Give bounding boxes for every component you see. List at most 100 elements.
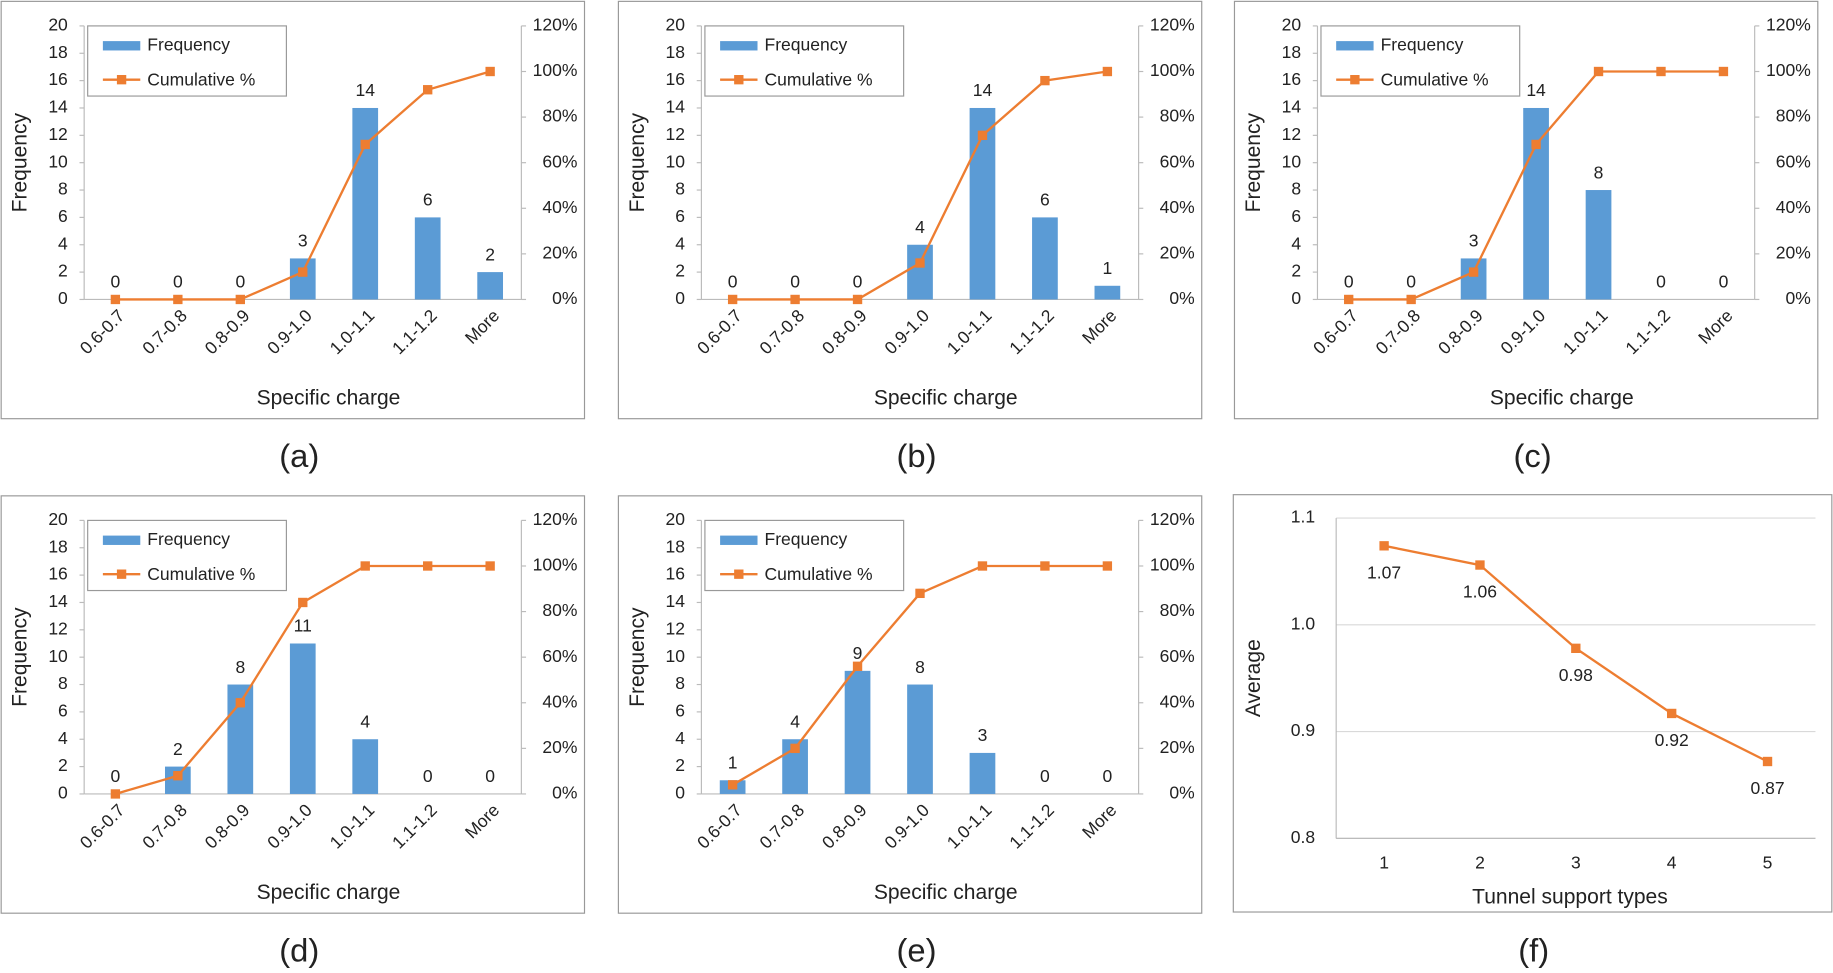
bar: [1094, 285, 1121, 300]
x-tick-label: 0.6-0.7: [693, 305, 746, 358]
cumulative-marker: [1102, 561, 1113, 571]
y-axis-title: Frequency: [1242, 113, 1265, 213]
y-tick-label: 4: [58, 233, 68, 253]
cumulative-marker: [1040, 561, 1050, 571]
data-label: 0: [1406, 272, 1416, 292]
cumulative-marker: [173, 294, 183, 305]
y-tick-label: 0: [675, 288, 685, 308]
cumulative-marker: [790, 743, 800, 754]
caption: (a): [279, 437, 319, 474]
y-axis-title: Frequency: [9, 113, 32, 213]
legend-swatch: [102, 41, 141, 51]
x-tick-label: 1.1-1.2: [1621, 305, 1674, 358]
marker: [1475, 560, 1485, 570]
data-label: 0: [1344, 272, 1354, 292]
data-label: 3: [298, 231, 308, 251]
y2-tick-label: 20%: [1776, 242, 1811, 262]
cumulative-marker: [852, 661, 863, 671]
cumulative-marker: [1718, 66, 1729, 77]
cumulative-marker: [1040, 75, 1050, 86]
y-tick-label: 16: [48, 564, 67, 584]
cumulative-marker: [360, 139, 370, 150]
bar: [1032, 217, 1058, 300]
caption: (f): [1518, 932, 1549, 969]
x-tick-label: 3: [1571, 853, 1581, 873]
data-label: 3: [1469, 231, 1479, 251]
cumulative-marker: [173, 771, 183, 781]
data-label: 0: [1040, 766, 1050, 786]
y2-tick-label: 40%: [1776, 197, 1811, 217]
bar: [289, 258, 316, 300]
panel: 0.8 0.9 1.0 1.1 1 2 3 4 5 1.07 1.06 0.98 0.92 0.87 Ave…: [1232, 494, 1833, 969]
y-tick-label: 6: [675, 701, 685, 721]
y-tick-label: 8: [675, 673, 685, 693]
x-tick-label: 0.6-0.7: [76, 305, 129, 358]
marker: [1667, 708, 1677, 719]
x-tick-label: 0.6-0.7: [1309, 305, 1362, 358]
y2-tick-label: 20%: [1160, 737, 1195, 757]
y-tick-label: 6: [675, 206, 685, 226]
data-label: 0.87: [1750, 778, 1784, 798]
y-tick-label: 10: [48, 646, 68, 666]
cumulative-marker: [727, 294, 738, 305]
panel: 024681012141618200%20%40%60%80%100%120%0…: [617, 495, 1203, 969]
cumulative-marker: [110, 789, 121, 799]
data-label: 8: [1594, 162, 1604, 182]
y2-tick-label: 120%: [533, 15, 578, 35]
data-label: 6: [423, 190, 433, 210]
legend-marker: [116, 569, 127, 579]
x-tick-label: 0.9-1.0: [263, 800, 316, 853]
x-tick-label: 1.1-1.2: [388, 800, 441, 853]
y2-tick-label: 80%: [1160, 106, 1195, 126]
x-axis-title: Specific charge: [1490, 386, 1634, 409]
y-tick-label: 4: [675, 233, 685, 253]
legend-box: [704, 519, 905, 592]
y-tick-label: 6: [58, 206, 68, 226]
marker: [1379, 541, 1389, 551]
data-label: 0: [1103, 766, 1113, 786]
data-label: 8: [235, 657, 245, 677]
x-tick-label: 1.1-1.2: [388, 305, 441, 358]
data-label: 2: [173, 739, 183, 759]
y-tick-label: 0: [58, 288, 68, 308]
cumulative-marker: [1593, 66, 1604, 77]
y-axis-title: Average: [1242, 639, 1265, 717]
data-label: 0: [1656, 272, 1666, 292]
data-label: 4: [915, 217, 925, 237]
panel: 024681012141618200%20%40%60%80%100%120%0…: [0, 0, 586, 474]
legend-label: Cumulative %: [765, 564, 873, 584]
cumulative-marker: [235, 698, 245, 708]
data-label: 1: [728, 753, 738, 773]
y-tick-label: 6: [58, 701, 68, 721]
caption: (c): [1513, 437, 1551, 474]
y-tick-label: 18: [48, 536, 67, 556]
legend-marker: [734, 75, 744, 85]
x-tick-label: 1.1-1.2: [1005, 305, 1058, 358]
y2-tick-label: 60%: [1776, 151, 1811, 171]
y2-tick-label: 100%: [533, 555, 578, 575]
data-label: 8: [915, 657, 925, 677]
cumulative-marker: [360, 561, 370, 571]
x-tick-label: 0.8-0.9: [201, 305, 254, 358]
panel-border: [0, 0, 586, 420]
x-tick-label: 0.8-0.9: [201, 800, 254, 853]
bar: [844, 670, 871, 794]
x-tick-label: 2: [1475, 853, 1485, 873]
x-axis-title: Specific charge: [257, 881, 401, 904]
y-tick-label: 20: [1282, 15, 1302, 35]
cumulative-marker: [977, 561, 988, 571]
data-label: 1.06: [1463, 582, 1497, 602]
y-tick-label: 2: [58, 261, 68, 281]
y2-tick-label: 40%: [542, 197, 577, 217]
x-tick-label: 0.6-0.7: [76, 800, 129, 853]
x-tick-label: 0.6-0.7: [693, 800, 746, 853]
y2-tick-label: 100%: [1766, 60, 1811, 80]
legend-marker: [734, 569, 744, 579]
x-tick-label: 0.7-0.8: [756, 305, 809, 358]
x-tick-label: 0.8-0.9: [818, 305, 871, 358]
data-label: 0: [790, 272, 800, 292]
x-tick-label: 0.9-1.0: [880, 800, 933, 853]
y2-tick-label: 60%: [1160, 151, 1195, 171]
legend-swatch: [720, 535, 758, 545]
